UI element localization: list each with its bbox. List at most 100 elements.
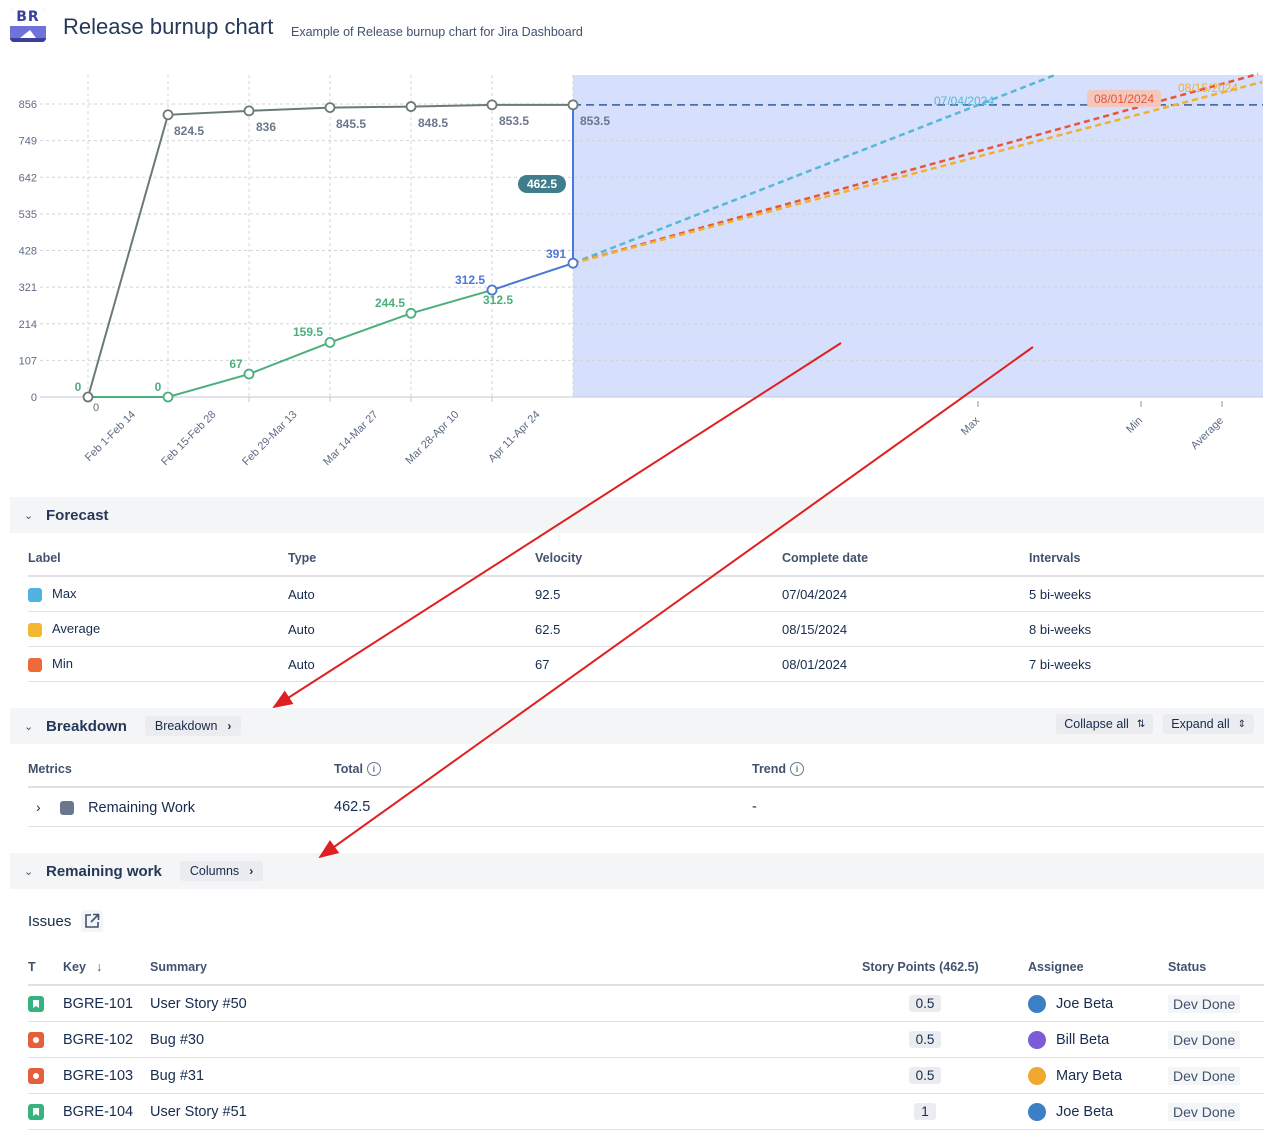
issue-row[interactable]: BGRE-101 User Story #50 0.5 Joe Beta Dev Don… (28, 985, 1264, 1022)
expand-all-button[interactable]: Expand all ⇕ (1163, 714, 1254, 734)
issue-assignee: Mary Beta (1056, 1067, 1123, 1084)
story-icon (28, 1103, 44, 1120)
col-type[interactable]: T (28, 950, 63, 986)
col-story-points[interactable]: Story Points (462.5) (862, 950, 1028, 986)
issue-story-points[interactable]: 0.5 (908, 995, 942, 1012)
issue-status-cell: Dev Done (1168, 1093, 1264, 1130)
bug-icon (28, 1067, 44, 1084)
forecast-table: Label Type Velocity Complete date Interv… (28, 541, 1264, 682)
issue-row[interactable]: BGRE-103 Bug #31 0.5 Mary Beta Dev Done (28, 1057, 1264, 1094)
status-badge[interactable]: Dev Done (1168, 1066, 1241, 1085)
x-tick-label: Feb 1-Feb 14 (83, 409, 138, 464)
forecast-row: Average Auto 62.5 08/15/2024 8 bi-weeks (28, 611, 1264, 647)
x-tick-label: Mar 28-Apr 10 (403, 409, 461, 467)
forecast-intervals: 8 bi-weeks (1029, 611, 1264, 647)
x-tick-label: Max (959, 414, 983, 438)
forecast-type: Auto (288, 611, 535, 647)
forecast-date-label: 07/04/2024 (934, 94, 994, 108)
completed-data-label: 312.5 (483, 293, 513, 307)
issues-table: T Key ↓ Summary Story Points (462.5) Assi… (28, 950, 1264, 1130)
scope-point (162, 109, 174, 121)
x-tick-label: Feb 15-Feb 28 (159, 409, 219, 469)
issue-row[interactable]: BGRE-102 Bug #30 0.5 Bill Beta Dev Done (28, 1021, 1264, 1058)
chevron-right-icon: › (249, 864, 254, 878)
x-zero-label: 0 (93, 402, 99, 414)
scope-data-label: 836 (256, 120, 276, 134)
scope-point (324, 102, 336, 113)
y-tick-label: 321 (19, 282, 37, 294)
progress-point (486, 284, 498, 296)
columns-chip-label: Columns (189, 864, 240, 878)
completed-point (405, 307, 417, 319)
issue-summary[interactable]: Bug #30 (150, 1021, 862, 1058)
sort-down-icon[interactable]: ↓ (95, 960, 103, 974)
issue-key[interactable]: BGRE-102 (63, 1021, 150, 1058)
forecast-row: Max Auto 92.5 07/04/2024 5 bi-weeks (28, 576, 1264, 612)
x-tick-label: Feb 29-Mar 13 (240, 409, 300, 469)
scope-point (405, 101, 417, 112)
issue-key[interactable]: BGRE-101 (63, 985, 150, 1022)
forecast-section-header[interactable]: ⌄ Forecast (10, 497, 1264, 533)
breakdown-table: Metrics Total i Trend i › Remaining Work 4… (28, 752, 1264, 827)
burnup-chart: 856 749 642 535 428 321 214 107 0 Feb 1-Feb 14 Fe… (0, 60, 1276, 490)
issue-story-points[interactable]: 0.5 (908, 1031, 942, 1048)
scope-point (82, 391, 94, 403)
issue-type-cell (28, 1021, 63, 1058)
forecast-intervals: 5 bi-weeks (1029, 576, 1264, 612)
x-tick-label: Mar 14-Mar 27 (321, 409, 380, 468)
metric-trend: - (752, 787, 1264, 827)
col-complete-date: Complete date (782, 541, 1029, 577)
breakdown-chip-button[interactable]: Breakdown › (144, 716, 242, 736)
y-tick-label: 214 (19, 319, 37, 331)
y-tick-label: 428 (19, 246, 37, 258)
x-tick-label: Apr 11-Apr 24 (486, 409, 542, 465)
col-status[interactable]: Status (1168, 950, 1264, 986)
remaining-badge-label: 462.5 (527, 177, 557, 191)
issue-summary[interactable]: User Story #50 (150, 985, 862, 1022)
progress-point (567, 257, 579, 269)
logo-graphic-icon (10, 30, 46, 42)
remaining-work-section-header[interactable]: ⌄ Remaining work Columns › (10, 853, 1264, 889)
bug-icon (28, 1031, 44, 1048)
issue-summary[interactable]: User Story #51 (150, 1093, 862, 1130)
remaining-work-title: Remaining work (46, 862, 162, 880)
collapse-chevron-icon[interactable]: ⌄ (24, 865, 34, 878)
col-assignee[interactable]: Assignee (1028, 950, 1168, 986)
issue-story-points[interactable]: 0.5 (908, 1067, 942, 1084)
info-icon[interactable]: i (366, 762, 381, 777)
scope-data-label: 848.5 (418, 116, 448, 130)
collapse-chevron-icon[interactable]: ⌄ (24, 509, 34, 522)
forecast-label-cell: Max (28, 576, 288, 612)
collapse-chevron-icon[interactable]: ⌄ (24, 720, 34, 733)
y-tick-label: 107 (19, 355, 37, 367)
completed-data-label: 244.5 (375, 296, 405, 310)
completed-point (324, 337, 336, 348)
issue-key[interactable]: BGRE-103 (63, 1057, 150, 1094)
breakdown-chip-label: Breakdown (154, 719, 218, 733)
forecast-date: 08/01/2024 (782, 646, 1029, 682)
columns-chip-button[interactable]: Columns › (179, 861, 264, 881)
external-link-icon[interactable] (81, 910, 104, 932)
issue-assignee: Joe Beta (1056, 995, 1114, 1012)
completed-data-label: 0 (155, 380, 162, 394)
breakdown-section-header[interactable]: ⌄ Breakdown Breakdown › Collapse all ⇅ E… (10, 708, 1264, 744)
expand-chevron-icon[interactable]: › (36, 798, 41, 815)
issue-key[interactable]: BGRE-104 (63, 1093, 150, 1130)
issue-row[interactable]: BGRE-104 User Story #51 1 Joe Beta Dev Done (28, 1093, 1264, 1130)
issue-type-cell (28, 985, 63, 1022)
collapse-all-label: Collapse all (1064, 717, 1129, 731)
x-tick-label: Average (1189, 415, 1226, 452)
col-key[interactable]: Key ↓ (63, 950, 150, 986)
issue-story-points[interactable]: 1 (914, 1103, 936, 1120)
col-summary[interactable]: Summary (150, 950, 862, 986)
status-badge[interactable]: Dev Done (1168, 994, 1241, 1013)
logo-text: BR (10, 8, 46, 26)
issue-summary[interactable]: Bug #31 (150, 1057, 862, 1094)
collapse-all-button[interactable]: Collapse all ⇅ (1056, 714, 1154, 734)
status-badge[interactable]: Dev Done (1168, 1102, 1241, 1121)
info-icon[interactable]: i (790, 762, 805, 777)
breakdown-row[interactable]: › Remaining Work 462.5 - (28, 787, 1264, 827)
metric-total: 462.5 (334, 787, 752, 827)
x-tick-label: Min (1124, 415, 1145, 436)
status-badge[interactable]: Dev Done (1168, 1030, 1241, 1049)
